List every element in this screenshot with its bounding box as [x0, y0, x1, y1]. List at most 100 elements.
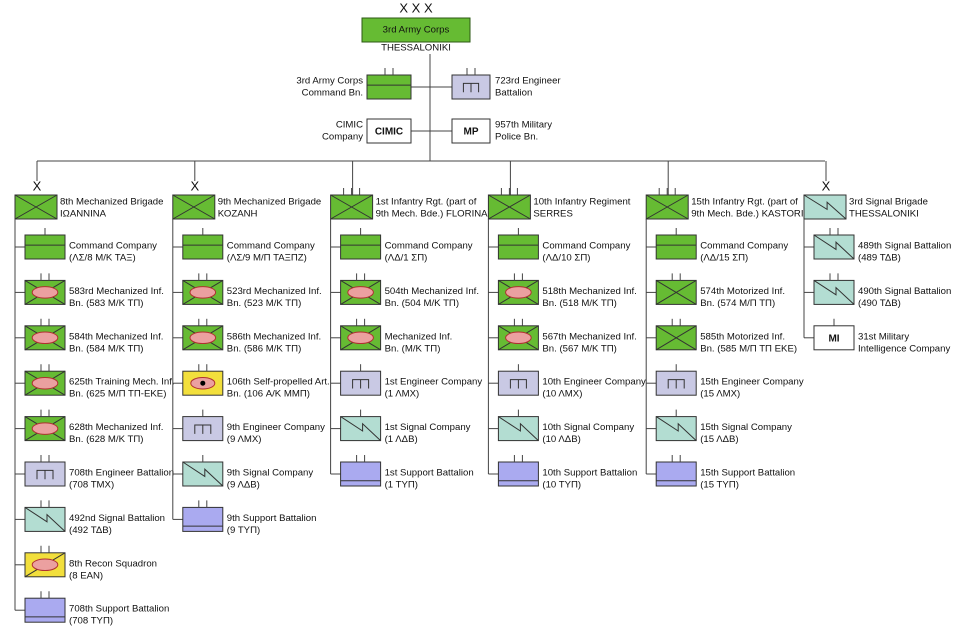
- corps-name: 3rd Army Corps: [383, 25, 450, 36]
- unit-label: Command Company: [385, 241, 473, 252]
- unit-label: (708 ΤΜΧ): [69, 480, 114, 491]
- unit-label: 3rd Signal Brigade: [849, 197, 928, 208]
- unit-symbol: [366, 118, 412, 144]
- unit-label: 3rd Army Corps: [296, 76, 363, 87]
- unit-label: 523rd Mechanized Inf.: [227, 286, 322, 297]
- unit-label: (8 ΕΑΝ): [69, 570, 103, 581]
- unit-label: Bn. (585 Μ/Π ΤΠ ΕΚΕ): [700, 343, 797, 354]
- symbol-ellipse: [31, 286, 59, 299]
- unit-label: Intelligence Company: [858, 343, 950, 354]
- symbol-cross: [488, 194, 531, 220]
- unit-label: 15th Support Battalion: [700, 468, 795, 479]
- unit-label: (10 ΤΥΠ): [542, 480, 581, 491]
- symbol-signal: [340, 416, 381, 441]
- unit-label: 1st Signal Company: [385, 422, 471, 433]
- symbol-cross: [655, 325, 697, 351]
- symbol-engineer: [352, 379, 370, 389]
- unit-label: (1 ΤΥΠ): [385, 480, 418, 491]
- symbol-engineer: [194, 424, 212, 434]
- unit-symbol: [182, 506, 224, 532]
- unit-label: SERRES: [533, 209, 572, 220]
- unit-label: (ΛΣ/9 Μ/Π ΤΑΞΠΖ): [227, 253, 307, 264]
- echelon-label: X: [822, 178, 831, 193]
- unit-label: 518th Mechanized Inf.: [542, 286, 636, 297]
- unit-symbol: [655, 461, 697, 487]
- unit-symbol: [655, 234, 697, 260]
- corps-box: [361, 17, 471, 43]
- unit-label: 9th Signal Company: [227, 468, 314, 479]
- unit-label: Bn. (Μ/Κ ΤΠ): [385, 343, 441, 354]
- symbol-ellipse: [31, 331, 59, 345]
- unit-label: 9th Support Battalion: [227, 513, 317, 524]
- unit-label: 9th Engineer Company: [227, 422, 325, 433]
- unit-label: Bn. (625 Μ/Π ΤΠ-ΕΚΕ): [69, 389, 166, 400]
- symbol-signal: [813, 279, 855, 305]
- unit-label: Bn. (567 Μ/Κ ΤΠ): [542, 343, 616, 354]
- unit-label: 584th Mechanized Inf.: [69, 331, 163, 342]
- unit-label: 625th Training Mech. Inf.: [69, 377, 175, 388]
- symbol-ellipse: [505, 286, 532, 299]
- box-label: CIMIC: [375, 127, 403, 138]
- unit-label: 583rd Mechanized Inf.: [69, 286, 164, 297]
- unit-symbol: [24, 234, 66, 260]
- unit-label: Police Bn.: [495, 132, 538, 143]
- unit-label: 957th Military: [495, 120, 552, 131]
- unit-label: 492nd Signal Battalion: [69, 513, 165, 524]
- unit-label: 1st Engineer Company: [385, 377, 483, 388]
- unit-label: (ΛΣ/8 Μ/Κ ΤΑΞ): [69, 253, 136, 264]
- unit-label: (492 ΤΔΒ): [69, 525, 112, 536]
- unit-label: 567th Mechanized Inf.: [542, 331, 636, 342]
- unit-label: Company: [322, 132, 363, 143]
- symbol-engineer: [462, 82, 480, 93]
- unit-label: Bn. (518 Μ/Κ ΤΠ): [542, 298, 616, 309]
- symbol-ellipse: [347, 286, 374, 299]
- echelon-label: X: [33, 178, 42, 193]
- symbol-ellipse: [31, 376, 59, 390]
- unit-label: (ΛΔ/15 ΣΠ): [700, 253, 748, 264]
- unit-symbol: [340, 234, 382, 260]
- unit-label: (1 ΛΔΒ): [385, 434, 418, 445]
- unit-symbol: [366, 74, 412, 100]
- unit-label: Bn. (504 Μ/Κ ΤΠ): [385, 298, 459, 309]
- unit-label: 15th Infantry Rgt. (part of: [691, 197, 798, 208]
- symbol-engineer: [509, 379, 527, 389]
- unit-label: Bn. (523 Μ/Κ ΤΠ): [227, 298, 301, 309]
- unit-label: 708th Engineer Battalion: [69, 468, 174, 479]
- unit-symbol: [182, 234, 224, 260]
- unit-label: 10th Signal Company: [542, 422, 634, 433]
- symbol-ellipse: [347, 331, 374, 345]
- unit-label: (15 ΛΜΧ): [700, 389, 740, 400]
- unit-label: 106th Self-propelled Art.: [227, 377, 330, 388]
- unit-label: Bn. (574 Μ/Π ΤΠ): [700, 298, 775, 309]
- unit-label: (9 ΤΥΠ): [227, 525, 260, 536]
- symbol-signal: [498, 416, 539, 441]
- unit-label: Command Bn.: [302, 88, 363, 99]
- unit-label: CIMIC: [336, 120, 363, 131]
- unit-label: THESSALONIKI: [849, 209, 919, 220]
- unit-label: (708 ΤΥΠ): [69, 616, 113, 627]
- unit-label: Mechanized Inf.: [385, 331, 453, 342]
- unit-symbol: [497, 461, 539, 487]
- symbol-cross: [330, 194, 373, 220]
- unit-label: 10th Engineer Company: [542, 377, 646, 388]
- symbol-cross: [645, 194, 689, 220]
- corps-location: THESSALONIKI: [381, 43, 451, 54]
- unit-label: (15 ΛΔΒ): [700, 434, 738, 445]
- unit-label: 1st Support Battalion: [385, 468, 474, 479]
- symbol-ellipse: [31, 422, 59, 435]
- unit-label: 15th Signal Company: [700, 422, 792, 433]
- unit-label: 628th Mechanized Inf.: [69, 422, 163, 433]
- symbol-signal: [803, 194, 847, 220]
- symbol-engineer: [667, 379, 685, 389]
- unit-label: Command Company: [69, 241, 157, 252]
- unit-label: Bn. (106 Α/Κ ΜΜΠ): [227, 389, 310, 400]
- symbol-ellipse: [31, 558, 59, 572]
- unit-label: (15 ΤΥΠ): [700, 480, 739, 491]
- unit-label: (10 ΛΔΒ): [542, 434, 580, 445]
- unit-label: 10th Infantry Regiment: [533, 197, 630, 208]
- unit-label: Bn. (628 Μ/Κ ΤΠ): [69, 434, 143, 445]
- unit-label: Command Company: [227, 241, 315, 252]
- unit-label: Command Company: [700, 241, 788, 252]
- unit-label: 586th Mechanized Inf.: [227, 331, 321, 342]
